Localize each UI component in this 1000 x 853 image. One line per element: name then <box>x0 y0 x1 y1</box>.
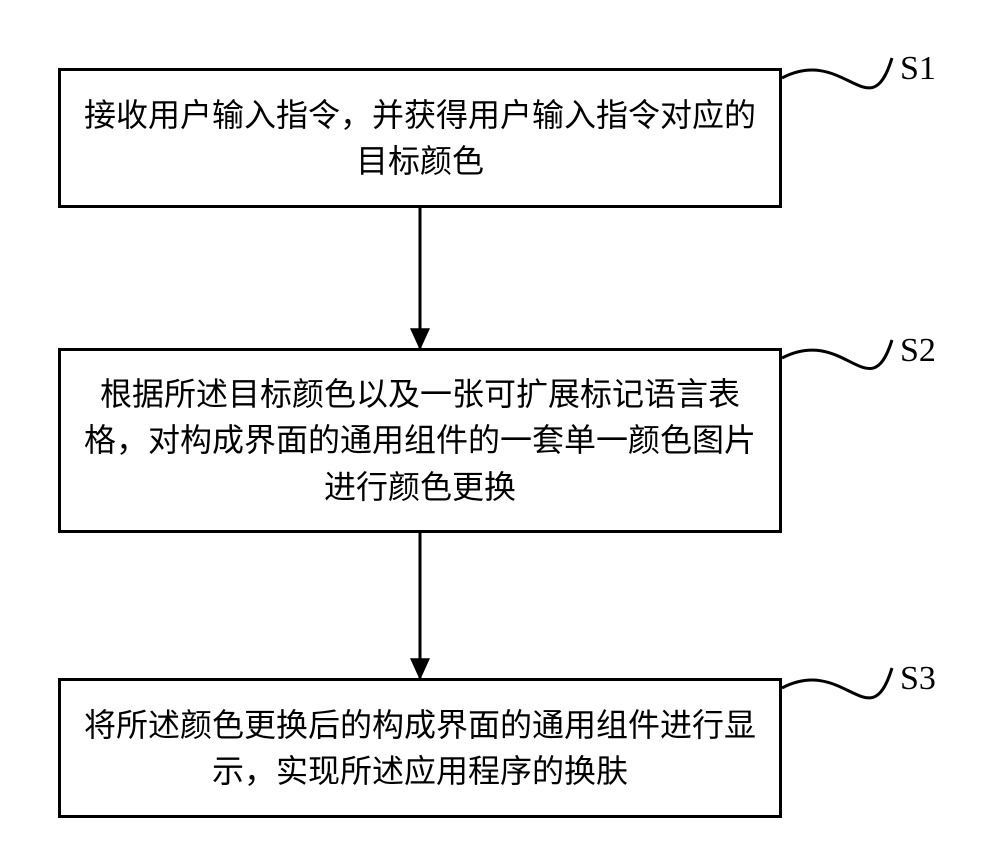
flow-node-s3-text: 将所述颜色更换后的构成界面的通用组件进行显示，实现所述应用程序的换肤 <box>81 702 759 795</box>
flow-node-s1: 接收用户输入指令，并获得用户输入指令对应的目标颜色 <box>58 68 782 208</box>
flow-callouts <box>782 58 892 698</box>
flow-node-s1-text: 接收用户输入指令，并获得用户输入指令对应的目标颜色 <box>81 92 759 185</box>
flowchart-canvas: 接收用户输入指令，并获得用户输入指令对应的目标颜色 S1 根据所述目标颜色以及一… <box>0 0 1000 853</box>
flow-node-s2: 根据所述目标颜色以及一张可扩展标记语言表格，对构成界面的通用组件的一套单一颜色图… <box>58 348 782 533</box>
flow-node-s2-text: 根据所述目标颜色以及一张可扩展标记语言表格，对构成界面的通用组件的一套单一颜色图… <box>81 371 759 510</box>
flow-label-s1: S1 <box>900 50 936 88</box>
flow-label-s3: S3 <box>900 660 936 698</box>
flow-node-s3: 将所述颜色更换后的构成界面的通用组件进行显示，实现所述应用程序的换肤 <box>58 678 782 818</box>
flow-label-s2: S2 <box>900 332 936 370</box>
